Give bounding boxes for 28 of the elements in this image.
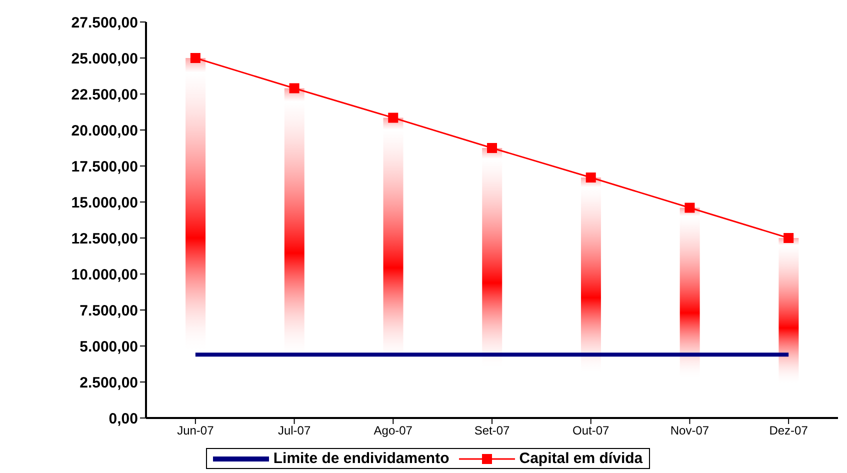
x-tick-label: Out-07 — [572, 424, 610, 438]
point — [586, 172, 596, 183]
point — [190, 53, 200, 63]
x-tick-label: Nov-07 — [670, 424, 710, 438]
x-tick-label: Set-07 — [474, 424, 510, 438]
y-tick-label: 22.500,00 — [71, 86, 138, 104]
x-tick-label: Ago-07 — [374, 424, 413, 438]
y-tick-label: 0,00 — [108, 410, 138, 428]
y-tick-label: 25.000,00 — [71, 50, 138, 68]
point — [388, 112, 398, 123]
legend-label: Limite de endividamento — [273, 450, 450, 467]
y-tick-label: 2.500,00 — [80, 374, 138, 392]
legend-label: Capital em dívida — [519, 450, 643, 467]
point — [684, 202, 695, 213]
y-tick-label: 7.500,00 — [80, 302, 138, 320]
y-tick-label: 10.000,00 — [71, 266, 138, 284]
x-tick-label: Dez-07 — [769, 424, 808, 438]
x-tick-label: Jul-07 — [278, 424, 311, 438]
point — [487, 143, 497, 153]
y-tick-label: 20.000,00 — [71, 122, 138, 140]
x-tick-label: Jun-07 — [177, 424, 214, 438]
y-tick-label: 27.500,00 — [71, 14, 138, 32]
y-tick-label: 12.500,00 — [71, 230, 138, 248]
point — [784, 233, 794, 243]
y-tick-label: 15.000,00 — [71, 194, 138, 212]
point — [289, 83, 300, 94]
y-tick-label: 17.500,00 — [71, 158, 138, 176]
y-tick-label: 5.000,00 — [80, 338, 138, 356]
